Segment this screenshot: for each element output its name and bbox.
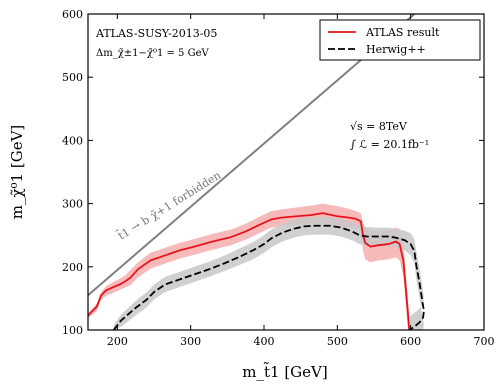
x-axis-label: m_t̃1 [GeV] bbox=[242, 362, 327, 381]
x-axis-ticks: 200 300 400 500 600 700 bbox=[107, 14, 495, 348]
line-herwig bbox=[112, 224, 425, 330]
delta-m-label: Δm_χ̃±1−χ̃⁰1 = 5 GeV bbox=[96, 48, 209, 59]
y-tick-label-400: 400 bbox=[62, 134, 83, 147]
forbidden-region-label: t̃1 → b χ̃+1 forbidden bbox=[114, 167, 223, 242]
legend: ATLAS result Herwig++ bbox=[319, 19, 481, 61]
x-tick-label-600: 600 bbox=[400, 335, 421, 348]
sqrt-s-label: √s = 8TeV bbox=[350, 120, 408, 133]
y-tick-label-200: 200 bbox=[62, 261, 83, 274]
plot-frame bbox=[87, 13, 485, 331]
y-tick-label-100: 100 bbox=[62, 324, 83, 337]
x-tick-label-200: 200 bbox=[107, 335, 128, 348]
legend-box bbox=[319, 19, 481, 61]
y-tick-label-300: 300 bbox=[62, 198, 83, 211]
luminosity-label: ∫ ℒ = 20.1fb⁻¹ bbox=[350, 138, 429, 151]
x-tick-label-700: 700 bbox=[474, 335, 495, 348]
legend-label-herwig: Herwig++ bbox=[366, 43, 426, 56]
legend-label-atlas: ATLAS result bbox=[365, 26, 440, 39]
x-tick-label-300: 300 bbox=[180, 335, 201, 348]
y-axis-label: m_χ̃⁰1 [GeV] bbox=[8, 125, 26, 220]
y-axis-ticks: 100 200 300 400 500 600 bbox=[62, 8, 484, 337]
x-tick-label-500: 500 bbox=[327, 335, 348, 348]
y-tick-label-600: 600 bbox=[62, 8, 83, 21]
analysis-label: ATLAS-SUSY-2013-05 bbox=[95, 27, 217, 40]
y-tick-label-500: 500 bbox=[62, 71, 83, 84]
line-atlas bbox=[88, 212, 411, 330]
band-atlas bbox=[88, 203, 410, 330]
x-tick-label-400: 400 bbox=[254, 335, 275, 348]
